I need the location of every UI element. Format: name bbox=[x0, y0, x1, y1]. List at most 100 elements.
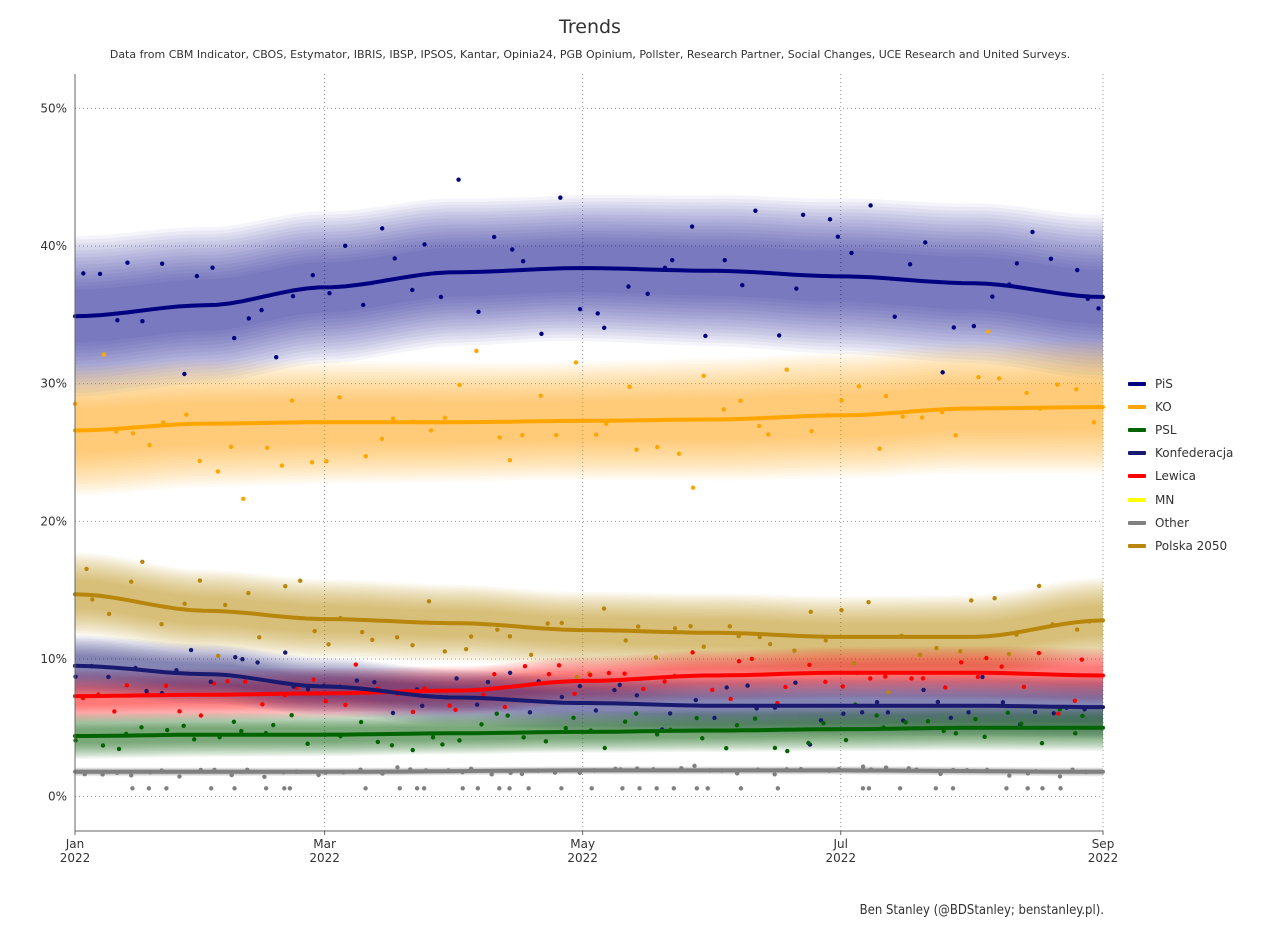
poll-point-other bbox=[897, 786, 903, 791]
poll-point-lewica bbox=[1021, 684, 1027, 690]
poll-point-lewica bbox=[198, 713, 204, 718]
poll-point-other bbox=[620, 786, 625, 791]
poll-point-psl bbox=[100, 743, 106, 748]
poll-point-konfederacja bbox=[874, 700, 880, 705]
poll-point-other bbox=[395, 765, 400, 770]
band-konfederacja bbox=[75, 635, 1103, 739]
poll-point-psl bbox=[358, 719, 364, 725]
poll-point-psl bbox=[622, 719, 628, 724]
poll-point-psl bbox=[271, 722, 276, 728]
poll-point-konfederacja bbox=[474, 702, 480, 707]
band-pis bbox=[75, 204, 1103, 386]
poll-point-other bbox=[229, 772, 234, 778]
band-pis bbox=[75, 214, 1103, 376]
poll-point-psl bbox=[571, 715, 576, 720]
poll-point-konfederacja bbox=[188, 647, 194, 653]
band-polska-2050 bbox=[75, 559, 1103, 672]
poll-point-pis bbox=[835, 234, 841, 239]
poll-point-psl bbox=[654, 732, 660, 737]
poll-point-psl bbox=[389, 743, 395, 748]
poll-point-pis bbox=[990, 294, 995, 299]
poll-point-psl bbox=[785, 748, 790, 754]
band-pis bbox=[75, 221, 1103, 368]
band-ko bbox=[75, 378, 1103, 459]
band-pis bbox=[75, 243, 1103, 343]
poll-point-lewica bbox=[710, 687, 715, 693]
poll-point-konfederacja bbox=[233, 654, 238, 660]
band-polska-2050 bbox=[75, 580, 1103, 651]
poll-point-psl bbox=[505, 713, 510, 718]
poll-point-polska-2050 bbox=[969, 598, 974, 603]
poll-point-ko bbox=[839, 398, 844, 403]
chart-subtitle: Data from CBM Indicator, CBOS, Estymator… bbox=[109, 48, 1071, 61]
poll-point-lewica bbox=[641, 686, 646, 692]
legend-item-lewica[interactable]: Lewica bbox=[1128, 465, 1233, 488]
poll-point-konfederacja bbox=[859, 710, 865, 715]
legend-item-other[interactable]: Other bbox=[1128, 511, 1233, 534]
poll-point-psl bbox=[116, 746, 122, 752]
band-lewica bbox=[75, 654, 1103, 715]
poll-point-other bbox=[164, 786, 169, 791]
poll-point-konfederacja bbox=[1032, 709, 1038, 715]
poll-point-lewica bbox=[807, 662, 812, 668]
legend-swatch bbox=[1128, 497, 1146, 502]
poll-points bbox=[72, 177, 1101, 791]
band-polska-2050 bbox=[75, 554, 1103, 677]
poll-point-lewica bbox=[410, 709, 416, 715]
poll-point-psl bbox=[724, 745, 729, 751]
poll-point-lewica bbox=[124, 683, 130, 688]
poll-point-polska-2050 bbox=[823, 638, 828, 643]
poll-point-other bbox=[263, 786, 269, 791]
band-pis bbox=[75, 240, 1103, 347]
poll-point-ko bbox=[554, 433, 559, 438]
poll-point-pis bbox=[520, 259, 526, 264]
legend-item-psl[interactable]: PSL bbox=[1128, 418, 1233, 441]
legend-item-pis[interactable]: PiS bbox=[1128, 372, 1233, 395]
poll-point-konfederacja bbox=[354, 678, 360, 683]
legend-swatch bbox=[1128, 404, 1146, 409]
poll-point-konfederacja bbox=[793, 680, 798, 685]
legend-item-mn[interactable]: MN bbox=[1128, 488, 1233, 511]
poll-point-konfederacja bbox=[724, 685, 729, 690]
poll-point-konfederacja bbox=[841, 711, 846, 716]
poll-point-ko bbox=[457, 382, 462, 388]
poll-point-pis bbox=[438, 294, 444, 300]
poll-point-polska-2050 bbox=[672, 626, 678, 631]
band-lewica bbox=[75, 649, 1103, 720]
poll-point-lewica bbox=[502, 704, 508, 710]
poll-point-psl bbox=[191, 737, 197, 742]
poll-point-other bbox=[397, 786, 402, 791]
poll-point-other bbox=[414, 786, 420, 791]
poll-point-other bbox=[1058, 786, 1063, 791]
legend-item-konfederacja[interactable]: Konfederacja bbox=[1128, 442, 1233, 465]
poll-point-lewica bbox=[522, 663, 528, 669]
poll-point-konfederacja bbox=[527, 710, 533, 715]
band-ko bbox=[75, 381, 1103, 456]
band-ko bbox=[75, 349, 1103, 487]
band-ko bbox=[75, 384, 1103, 453]
poll-point-pis bbox=[800, 212, 806, 218]
poll-point-pis bbox=[868, 203, 873, 208]
poll-point-ko bbox=[324, 459, 329, 464]
legend-item-polska-2050[interactable]: Polska 2050 bbox=[1128, 534, 1233, 557]
poll-point-psl bbox=[874, 713, 879, 718]
poll-point-psl bbox=[843, 737, 849, 743]
poll-point-other bbox=[232, 786, 237, 791]
trend-line-ko bbox=[73, 405, 1105, 433]
poll-point-lewica bbox=[1056, 711, 1061, 716]
poll-point-polska-2050 bbox=[1074, 627, 1080, 632]
poll-point-ko bbox=[690, 485, 696, 490]
poll-point-konfederacja bbox=[693, 697, 699, 703]
poll-point-ko bbox=[130, 431, 136, 436]
legend-item-ko[interactable]: KO bbox=[1128, 395, 1233, 418]
poll-point-konfederacja bbox=[921, 687, 926, 693]
poll-point-konfederacja bbox=[818, 718, 824, 723]
legend-label: PiS bbox=[1155, 376, 1173, 391]
poll-point-konfederacja bbox=[420, 703, 425, 708]
poll-point-psl bbox=[440, 742, 445, 747]
band-konfederacja bbox=[75, 655, 1103, 718]
band-ko bbox=[75, 366, 1103, 470]
trend-line-polska-2050 bbox=[73, 592, 1105, 639]
band-konfederacja bbox=[75, 641, 1103, 732]
y-tick-label: 0% bbox=[48, 790, 67, 804]
